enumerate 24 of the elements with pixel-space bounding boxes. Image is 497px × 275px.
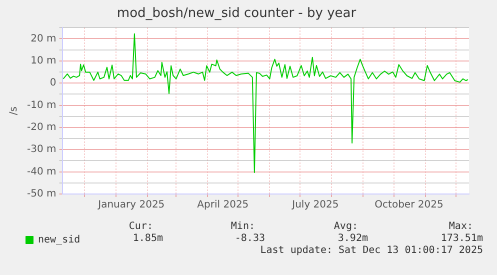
y-tick-label: -30 m (26, 144, 56, 156)
y-tick-label: -50 m (26, 188, 56, 200)
x-tick-label: July 2025 (291, 200, 339, 211)
text: Last update: Sat Dec 13 01:00:17 2025 (260, 245, 483, 256)
x-tick-label: January 2025 (97, 200, 165, 211)
text: 1.85m (132, 233, 163, 244)
y-tick-label: 0 (50, 78, 56, 89)
x-tick-label: April 2025 (197, 200, 249, 211)
text: 173.51m (440, 233, 483, 244)
text: 3.92m (338, 233, 368, 244)
y-axis-title: /s (8, 106, 20, 116)
y-tick-label: -40 m (26, 166, 56, 178)
y-tick-label: -10 m (26, 100, 56, 111)
y-tick-label: -20 m (26, 122, 56, 134)
text: Cur: (128, 221, 153, 232)
chart-title: mod_bosh/new_sid counter - by year (116, 6, 357, 22)
text: Min: (230, 221, 255, 232)
text: -8.33 (234, 233, 265, 244)
y-tick-label: 10 m (30, 55, 56, 66)
text: Max: (448, 221, 473, 232)
text: Avg: (334, 221, 358, 232)
y-tick-label: 20 m (30, 33, 56, 44)
legend-label: new_sid (38, 234, 80, 246)
x-tick-label: October 2025 (374, 200, 444, 211)
